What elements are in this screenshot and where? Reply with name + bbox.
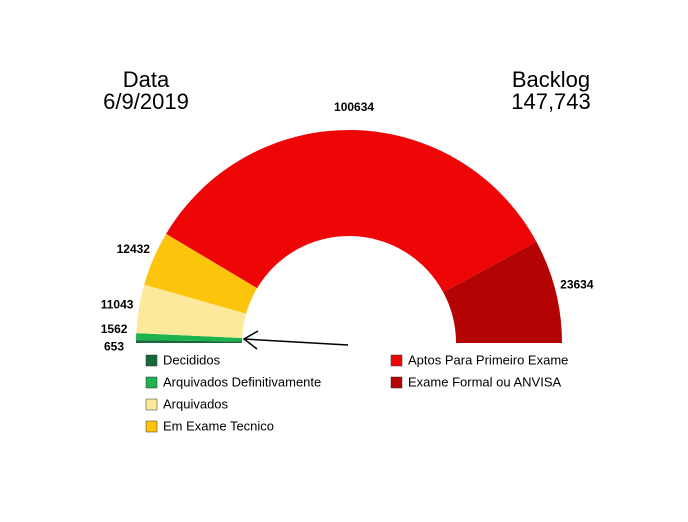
legend-swatch	[146, 421, 157, 432]
legend-label: Decididos	[163, 352, 221, 367]
data-label: 1562	[101, 322, 128, 336]
legend-swatch	[146, 399, 157, 410]
legend-label: Arquivados	[163, 396, 229, 411]
legend-swatch	[391, 355, 402, 366]
legend-label: Em Exame Tecnico	[163, 418, 274, 433]
data-label: 100634	[334, 100, 374, 114]
data-label: 23634	[560, 278, 594, 292]
legend-label: Exame Formal ou ANVISA	[408, 374, 561, 389]
legend-swatch	[146, 355, 157, 366]
data-label: 653	[104, 340, 124, 354]
legend-label: Aptos Para Primeiro Exame	[408, 352, 568, 367]
data-label: 11043	[101, 297, 134, 311]
arrow	[244, 331, 348, 349]
date: 6/9/2019	[103, 89, 189, 114]
legend-swatch	[146, 377, 157, 388]
slices	[136, 130, 562, 343]
data-label: 12432	[117, 242, 151, 256]
legend-swatch	[391, 377, 402, 388]
backlog: 147,743	[511, 89, 591, 114]
legend-label: Arquivados Definitivamente	[163, 374, 321, 389]
